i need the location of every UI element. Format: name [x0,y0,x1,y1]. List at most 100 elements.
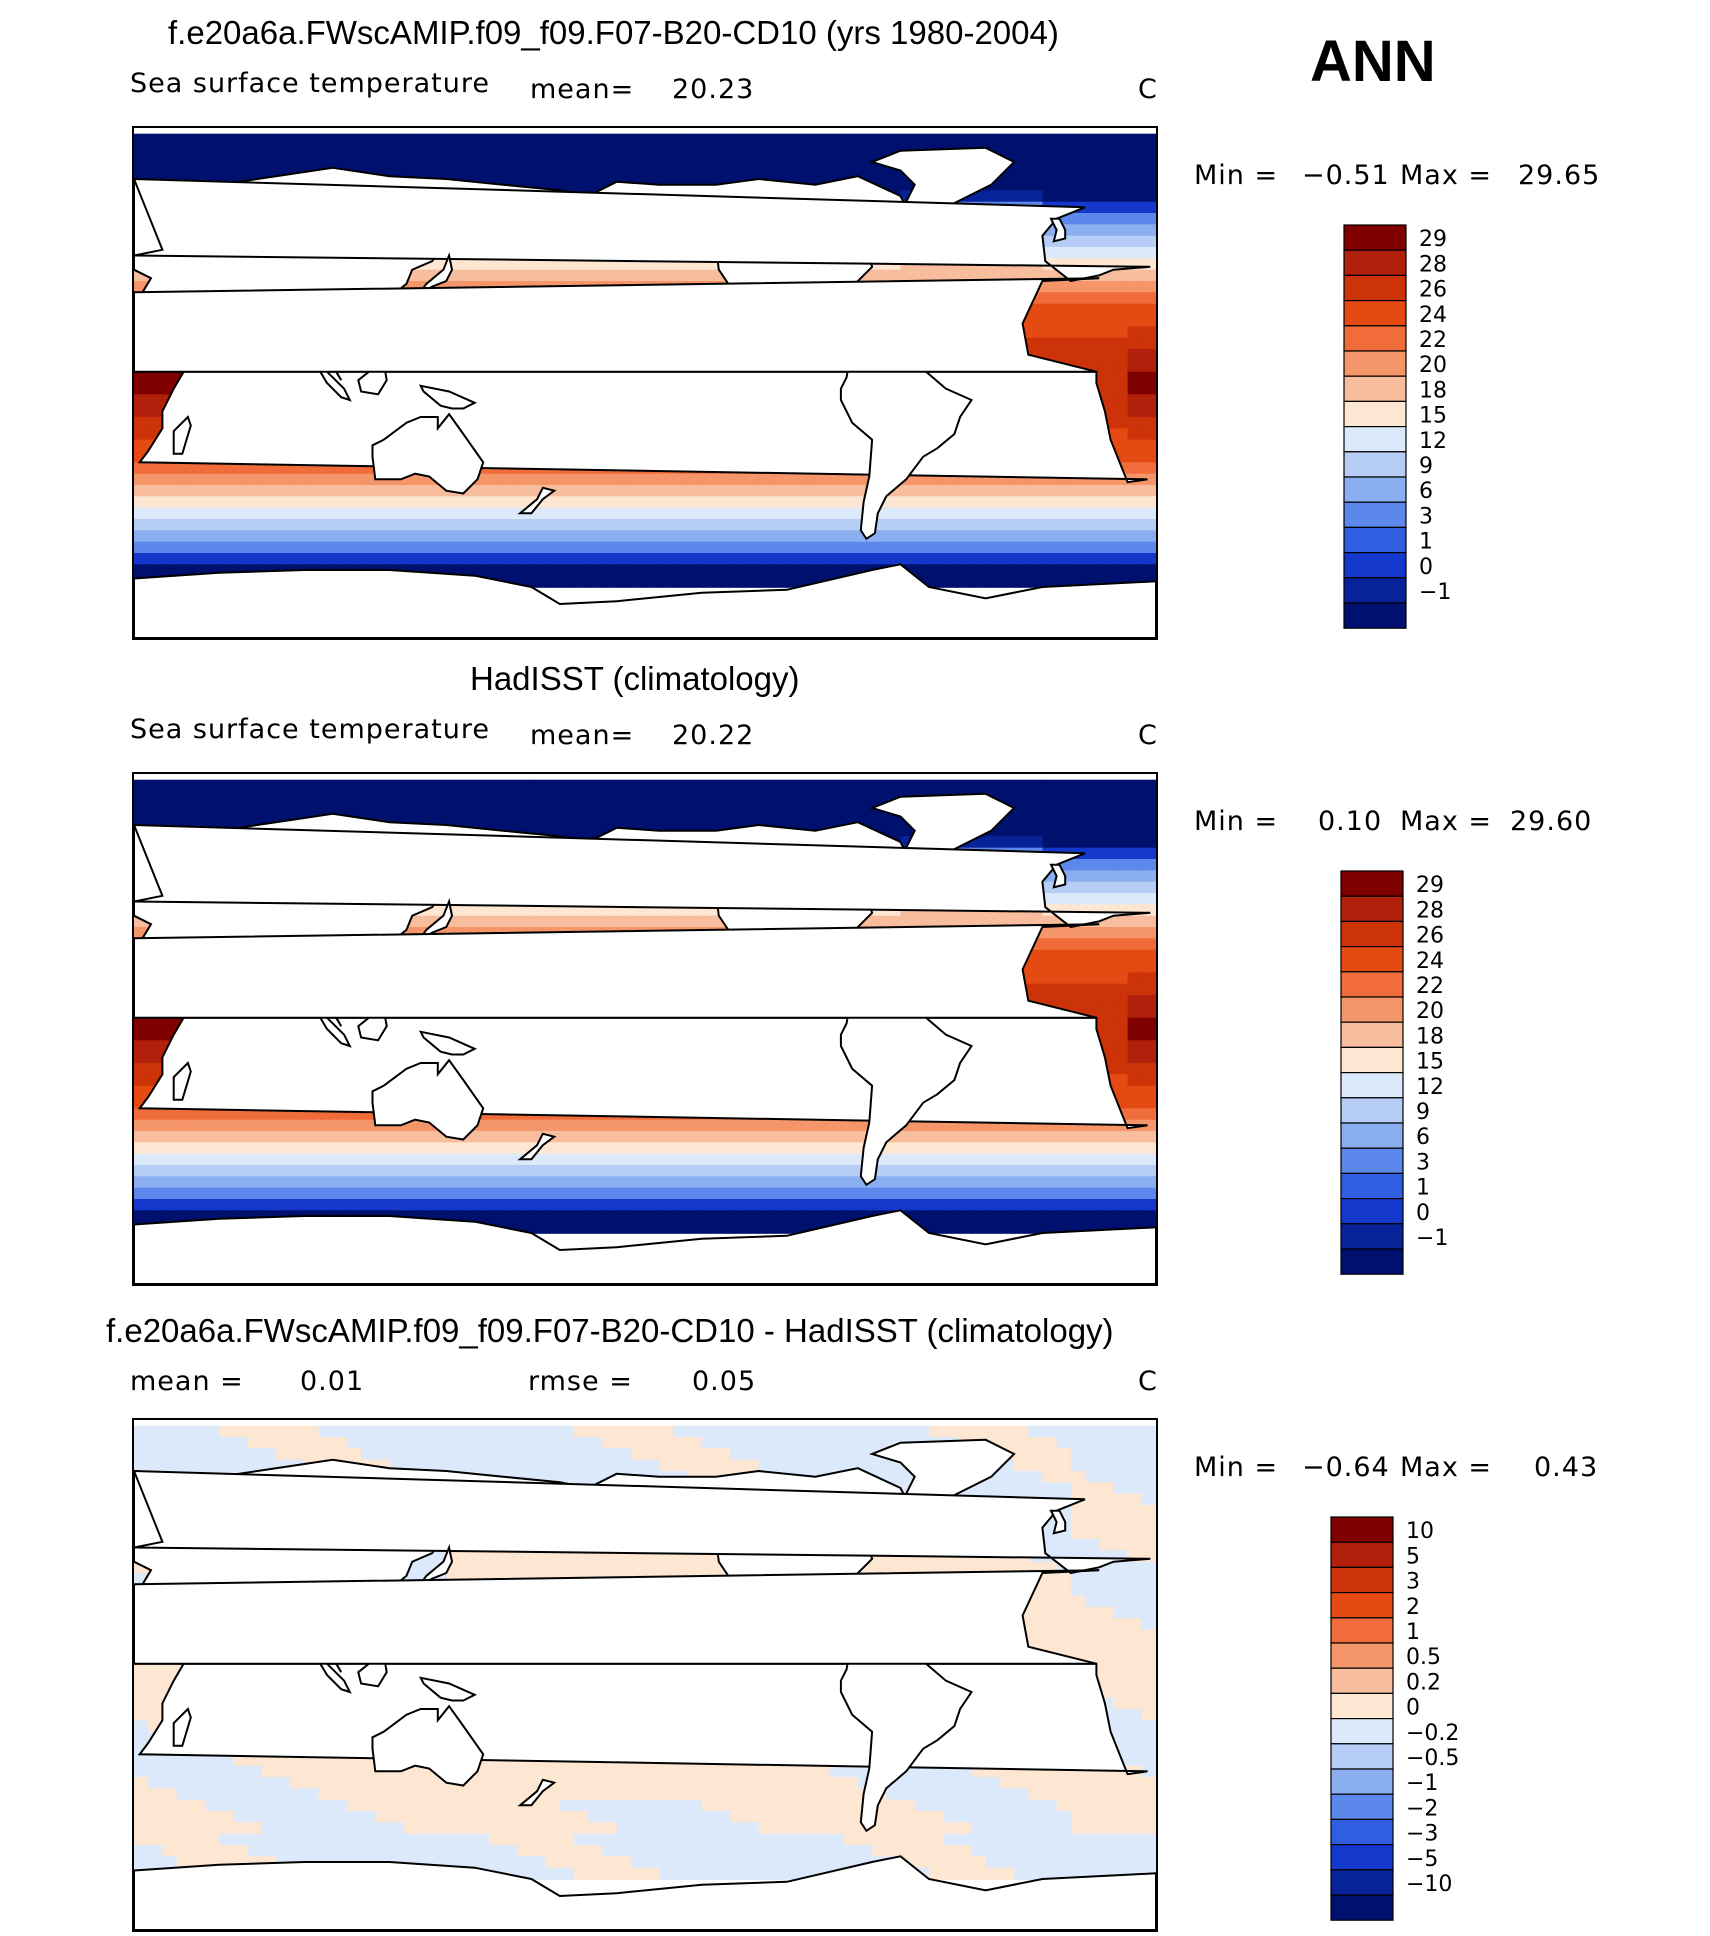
panel-2-min-label: Min = [1194,806,1279,837]
colorbar-tick-label: 0 [1419,555,1433,580]
colorbar-swatch [1343,400,1407,428]
panel-2-colorbar: 29 28 26 24 22 20 18 15 12 9 6 3 1 0 −1 [1340,870,1510,1277]
colorbar-tick-label: 1 [1406,1620,1420,1645]
land-antarctica [134,1855,1156,1930]
season-label: ANN [1310,29,1436,94]
colorbar-tick-label: 24 [1416,949,1444,974]
panel-2-max-label: Max = [1400,806,1493,837]
land-nz [517,1132,557,1161]
colorbar-swatch [1340,895,1404,923]
land-africa2 [134,1569,1100,1665]
colorbar-tick-label: −1 [1406,1771,1438,1796]
panel-1-max-value: 29.65 [1518,160,1601,191]
colorbar-swatch [1330,1591,1394,1619]
colorbar-tick-label: 0.2 [1406,1670,1441,1695]
land-madagascar [172,1707,192,1747]
panel-3-rmse-value: 0.05 [692,1366,757,1397]
colorbar-swatch [1330,1818,1394,1846]
colorbar-tick-label: 28 [1416,898,1444,923]
colorbar-tick-label: 12 [1419,429,1447,454]
colorbar-tick-label: −0.5 [1406,1746,1459,1771]
colorbar-tick-label: 26 [1416,924,1444,949]
land-europe [134,823,1151,929]
colorbar-tick-label: 15 [1419,404,1447,429]
colorbar-swatch [1330,1894,1394,1921]
land-australia [371,1704,485,1787]
colorbar-tick-label: 3 [1416,1150,1430,1175]
colorbar-tick-label: −3 [1406,1822,1438,1847]
colorbar-tick-label: 0 [1406,1696,1420,1721]
panel-3-units: C [1138,1366,1158,1397]
coastlines [134,1438,1156,1930]
colorbar-tick-label: 18 [1419,378,1447,403]
land-japan [417,1544,454,1589]
land-antarctica [134,1209,1156,1284]
panel-1-units: C [1138,74,1158,105]
colorbar-tick-label: 12 [1416,1075,1444,1100]
land-antarctica [134,563,1156,638]
colorbar-tick-label: 15 [1416,1050,1444,1075]
colorbar-swatch [1330,1617,1394,1644]
colorbar-swatch [1343,577,1407,604]
panel-3-max-value: 0.43 [1534,1452,1599,1483]
colorbar-tick-label: 22 [1416,974,1444,999]
colorbar-tick-label: 20 [1419,353,1447,378]
colorbar-tick-label: 1 [1416,1176,1430,1201]
colorbar-tick-label: −10 [1406,1872,1452,1897]
panel-2-variable-label: Sea surface temperature [130,714,490,745]
panel-1-colorbar: 29 28 26 24 22 20 18 15 12 9 6 3 1 0 −1 [1343,224,1513,631]
colorbar-tick-label: 5 [1406,1544,1420,1569]
colorbar-tick-label: 26 [1419,278,1447,303]
colorbar-swatch [1340,1021,1404,1048]
panel-2-mean-label: mean= [530,720,635,751]
colorbar-swatch [1343,426,1407,453]
colorbar-tick-label: 9 [1416,1100,1430,1125]
colorbar-tick-label: 3 [1406,1570,1420,1595]
land-europe [134,177,1151,283]
land-madagascar [172,1061,192,1101]
colorbar-tick-label: 9 [1419,454,1433,479]
panel-3-mean-value: 0.01 [300,1366,365,1397]
colorbar-swatch [1340,1248,1404,1275]
colorbar-tick-label: −0.2 [1406,1721,1459,1746]
colorbar-swatch [1343,274,1407,302]
colorbar-swatch [1343,526,1407,554]
land-japan [417,898,454,943]
map-canvas [134,133,1156,638]
colorbar-swatch [1343,325,1407,352]
panel-1-min-label: Min = [1194,160,1279,191]
colorbar-swatch [1330,1566,1394,1594]
colorbar-tick-label: −2 [1406,1796,1438,1821]
panel-2-min-value: 0.10 [1318,806,1383,837]
land-nz [517,1778,557,1807]
colorbar-tick-label: 1 [1419,530,1433,555]
colorbar-swatch [1330,1642,1394,1669]
map-canvas [134,779,1156,1284]
colorbar-tick-label: 10 [1406,1519,1434,1544]
panel-1-mean-value: 20.23 [672,74,755,105]
colorbar-swatch [1330,1743,1394,1770]
colorbar-tick-label: 20 [1416,999,1444,1024]
panel-2-units: C [1138,720,1158,751]
colorbar-swatch [1340,1147,1404,1175]
land-ng [418,1030,478,1056]
land-australia [371,1058,485,1141]
colorbar-swatch [1343,224,1407,251]
colorbar-tick-label: 0.5 [1406,1645,1441,1670]
panel-3-title: f.e20a6a.FWscAMIP.f09_f09.F07-B20-CD10 -… [106,1312,1114,1349]
panel-3-min-label: Min = [1194,1452,1279,1483]
panel-1-variable-label: Sea surface temperature [130,68,490,99]
colorbar-swatch [1343,602,1407,629]
colorbar-tick-label: 6 [1416,1125,1430,1150]
panel-1-min-value: −0.51 [1302,160,1390,191]
land-japan [417,252,454,297]
colorbar-swatch [1330,1793,1394,1821]
land-australia [371,412,485,495]
colorbar-tick-label: −5 [1406,1847,1438,1872]
colorbar-swatch [1340,1072,1404,1099]
colorbar-swatch [1340,1097,1404,1124]
colorbar-swatch [1340,996,1404,1023]
colorbar-swatch [1330,1869,1394,1896]
panel-2-title: HadISST (climatology) [470,660,800,697]
panel-1-map [132,126,1158,640]
